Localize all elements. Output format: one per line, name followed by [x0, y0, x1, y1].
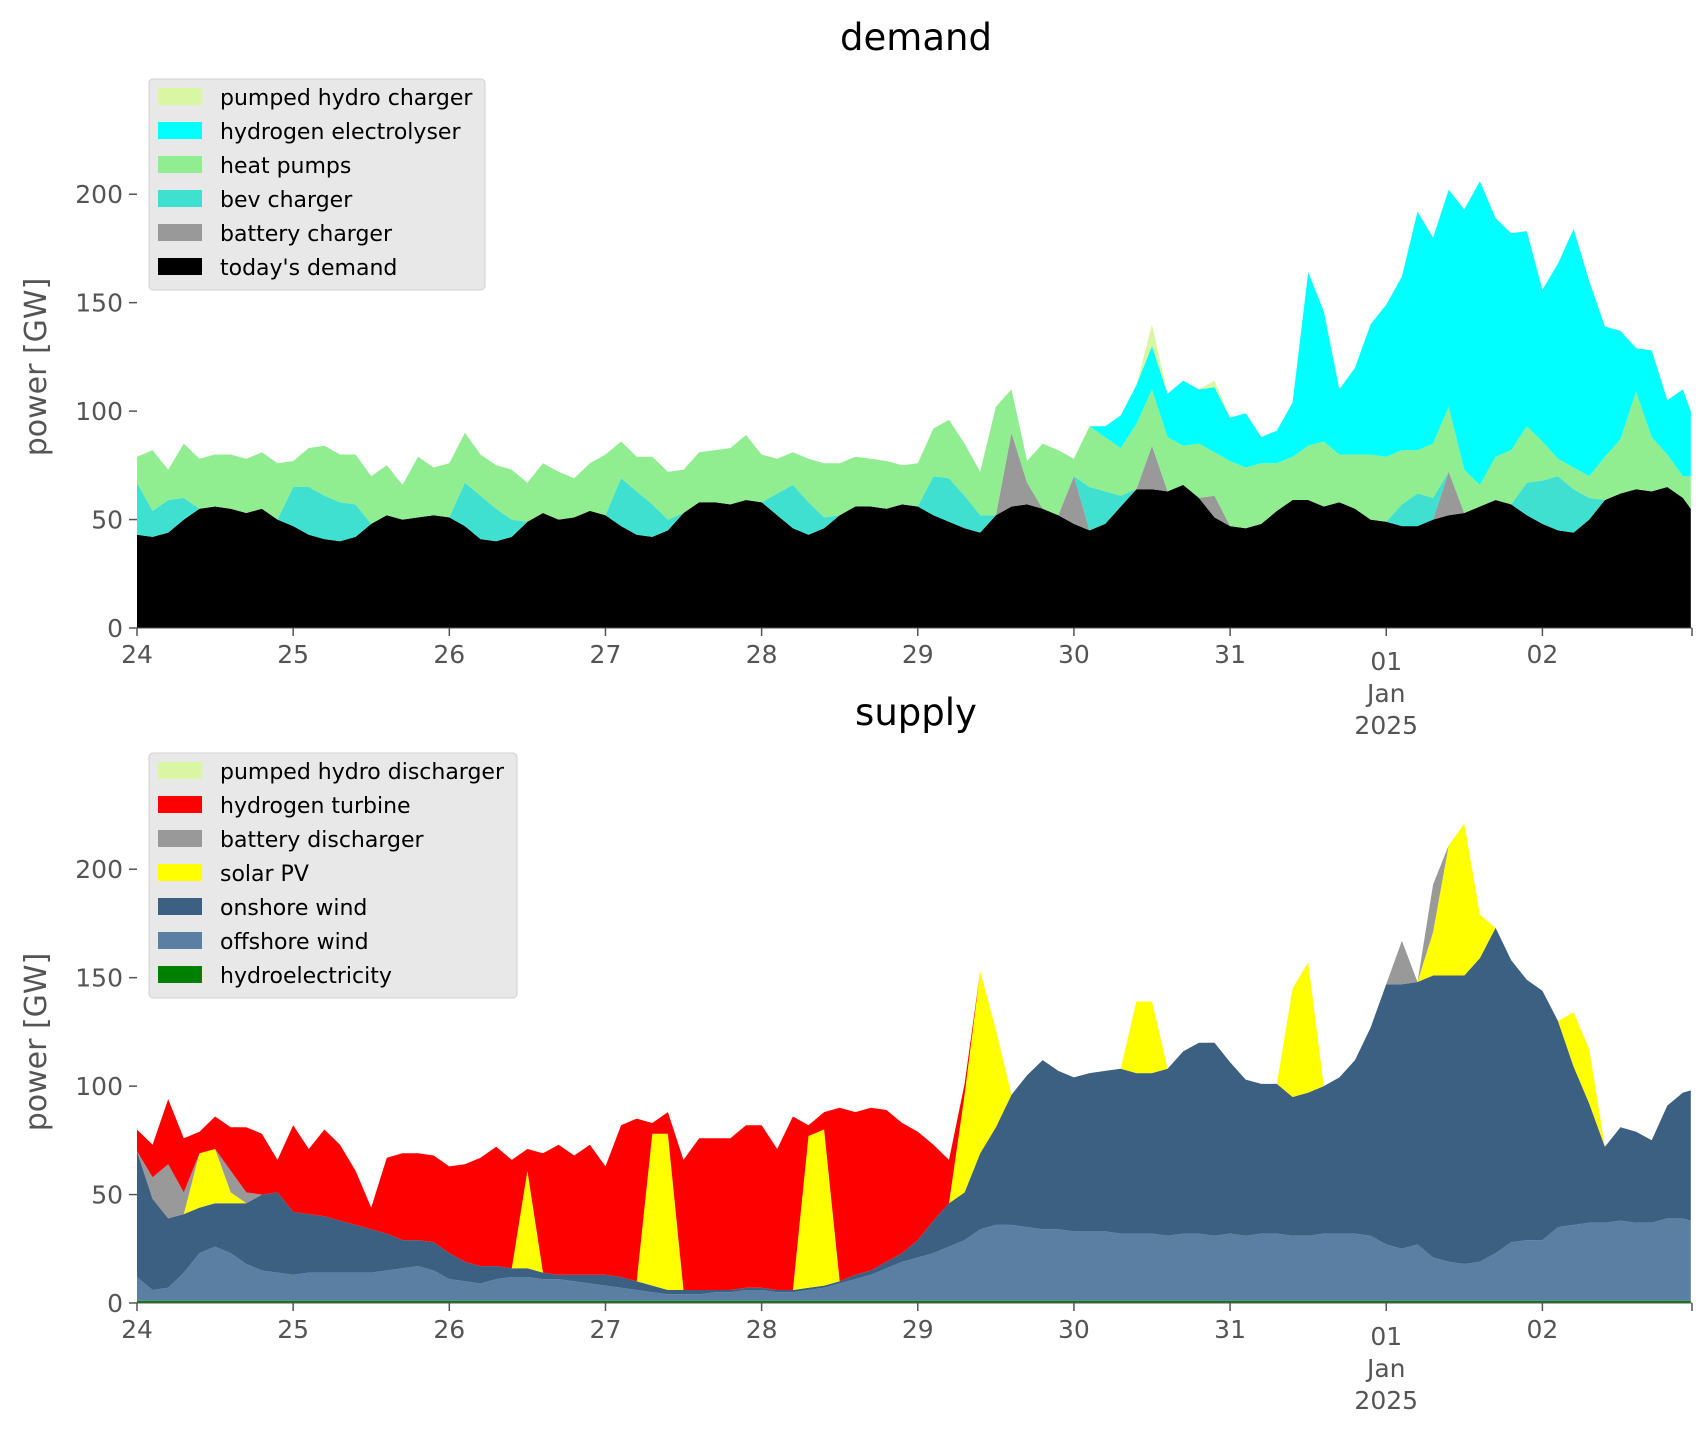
legend-swatch-today-s-demand [158, 258, 202, 275]
x-tick-label: 30 [1058, 640, 1090, 669]
x-tick-label: 31 [1214, 640, 1246, 669]
x-tick-label: 29 [902, 640, 934, 669]
legend-swatch-battery-discharger [158, 830, 202, 847]
legend-label-hydrogen-turbine: hydrogen turbine [220, 794, 411, 819]
legend-label-hydroelectricity: hydroelectricity [220, 964, 392, 989]
x-tick-label: 26 [433, 640, 465, 669]
area-hydrogen-electrolyser [137, 181, 1691, 485]
y-tick-label: 150 [75, 289, 123, 318]
legend-box [148, 752, 518, 999]
x-tick-label: 27 [590, 640, 622, 669]
x-tick-label: 24 [121, 640, 153, 669]
area-hydrogen-turbine [137, 823, 1691, 1290]
legend-swatch-hydrogen-turbine [158, 796, 202, 813]
legend-label-pumped-hydro-charger: pumped hydro charger [220, 86, 473, 111]
x-tick-label: 02 [1526, 640, 1558, 669]
x-tick-sublabel: Jan [1365, 679, 1406, 708]
y-tick-label: 200 [75, 180, 123, 209]
supply-panel: supply power [GW] 0 50 100 150 200 24 25 26 27 28… [19, 691, 1693, 1415]
y-tick-label: 150 [75, 964, 123, 993]
x-tick-label: 02 [1526, 1315, 1558, 1344]
x-tick-label: 29 [902, 1315, 934, 1344]
legend-label-hydrogen-electrolyser: hydrogen electrolyser [220, 120, 461, 145]
legend-swatch-solar-pv [158, 864, 202, 881]
demand-areas [137, 181, 1691, 628]
y-tick-label: 100 [75, 397, 123, 426]
x-tick-label: 01 [1370, 1322, 1402, 1351]
x-tick-label: 24 [121, 1315, 153, 1344]
legend-swatch-hydroelectricity [158, 966, 202, 983]
legend-label-battery-charger: battery charger [220, 222, 393, 247]
supply-y-axis-label: power [GW] [19, 953, 54, 1132]
x-tick-label: 28 [746, 1315, 778, 1344]
x-tick-label: 01 [1370, 647, 1402, 676]
demand-y-axis-label: power [GW] [19, 278, 54, 457]
y-tick-label: 0 [107, 1289, 123, 1318]
legend-swatch-pumped-hydro-charger [158, 88, 202, 105]
area-hydroelectricity [137, 1300, 1691, 1303]
x-tick-label: 31 [1214, 1315, 1246, 1344]
x-tick-label: 25 [277, 640, 309, 669]
y-tick-label: 50 [91, 506, 123, 535]
x-tick-sublabel: 2025 [1354, 711, 1418, 740]
x-tick-sublabel: Jan [1365, 1354, 1406, 1383]
legend-label-battery-discharger: battery discharger [220, 828, 425, 853]
legend-box [148, 78, 486, 291]
y-tick-label: 100 [75, 1072, 123, 1101]
x-tick-label: 30 [1058, 1315, 1090, 1344]
supply-areas [137, 823, 1691, 1303]
legend-swatch-bev-charger [158, 190, 202, 207]
y-tick-label: 200 [75, 855, 123, 884]
x-tick-label: 26 [433, 1315, 465, 1344]
x-tick-label: 27 [590, 1315, 622, 1344]
legend-label-onshore-wind: onshore wind [220, 896, 367, 921]
legend-swatch-offshore-wind [158, 932, 202, 949]
area-onshore-wind [137, 927, 1691, 1295]
demand-legend: pumped hydro charger hydrogen electrolyse… [148, 78, 486, 291]
demand-axes: 0 50 100 150 200 24 25 26 27 28 29 30 31 01 Jan 2025 02 [75, 180, 1693, 740]
supply-legend: pumped hydro discharger hydrogen turbine b… [148, 752, 518, 999]
supply-axes: 0 50 100 150 200 24 25 26 27 28 29 30 31 01 Jan 2025 02 [75, 855, 1693, 1415]
legend-swatch-onshore-wind [158, 898, 202, 915]
legend-label-pumped-hydro-discharger: pumped hydro discharger [220, 760, 505, 785]
area-heat-pumps [137, 389, 1691, 529]
legend-swatch-pumped-hydro-discharger [158, 762, 202, 779]
legend-label-bev-charger: bev charger [220, 188, 353, 213]
legend-swatch-heat-pumps [158, 156, 202, 173]
legend-label-offshore-wind: offshore wind [220, 930, 369, 955]
demand-panel: demand power [GW] 0 50 100 150 200 24 25 26 27 28… [19, 16, 1693, 740]
demand-title: demand [840, 16, 992, 59]
area-today-s-demand [137, 484, 1691, 628]
legend-label-today-s-demand: today's demand [220, 256, 397, 281]
legend-label-heat-pumps: heat pumps [220, 154, 351, 179]
area-offshore-wind [137, 1218, 1691, 1301]
legend-swatch-hydrogen-electrolyser [158, 122, 202, 139]
y-tick-label: 50 [91, 1181, 123, 1210]
y-tick-label: 0 [107, 614, 123, 643]
x-tick-sublabel: 2025 [1354, 1386, 1418, 1415]
legend-label-solar-pv: solar PV [220, 862, 309, 887]
supply-title: supply [855, 691, 977, 734]
x-tick-label: 28 [746, 640, 778, 669]
legend-swatch-battery-charger [158, 224, 202, 241]
x-tick-label: 25 [277, 1315, 309, 1344]
